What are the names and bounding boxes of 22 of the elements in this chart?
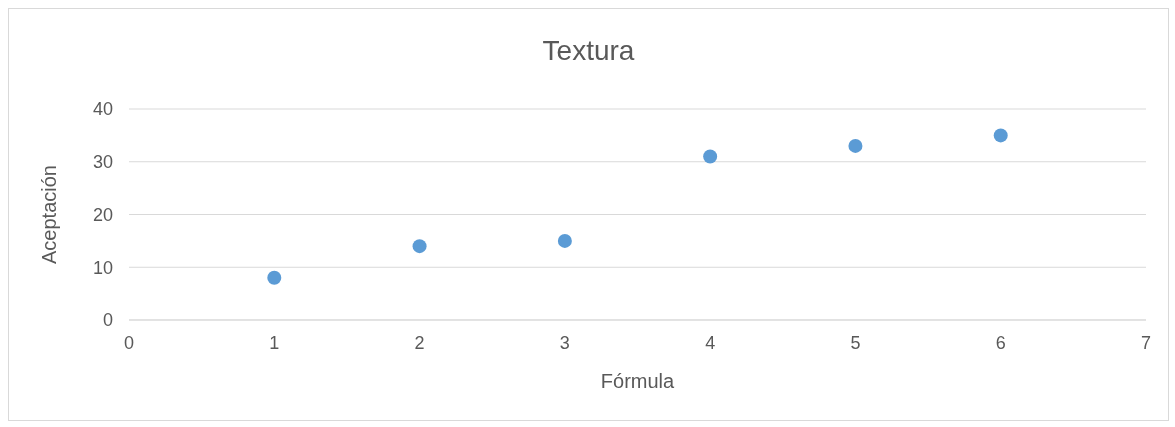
point xyxy=(703,149,718,164)
point xyxy=(848,138,863,153)
point xyxy=(412,239,427,254)
point xyxy=(267,270,282,285)
x-tick-label: 3 xyxy=(559,332,570,353)
point xyxy=(993,128,1008,143)
y-tick-label: 10 xyxy=(92,257,113,278)
y-tick-label: 20 xyxy=(92,204,113,225)
x-tick-label: 6 xyxy=(995,332,1006,353)
x-tick-label: 5 xyxy=(850,332,861,353)
x-tick-label: 7 xyxy=(1140,332,1152,353)
x-tick-label: 4 xyxy=(705,332,716,353)
y-tick-label: 30 xyxy=(92,152,113,173)
y-tick-label: 40 xyxy=(92,99,113,120)
x-axis-title: Fórmula xyxy=(600,370,676,392)
x-tick-label: 1 xyxy=(269,332,280,353)
y-axis-title: Aceptación xyxy=(38,165,61,264)
point xyxy=(557,233,572,248)
x-tick-label: 0 xyxy=(123,332,135,353)
y-tick-label: 0 xyxy=(102,310,113,331)
x-tick-label: 2 xyxy=(414,332,425,353)
chart-title: Textura xyxy=(541,35,636,67)
